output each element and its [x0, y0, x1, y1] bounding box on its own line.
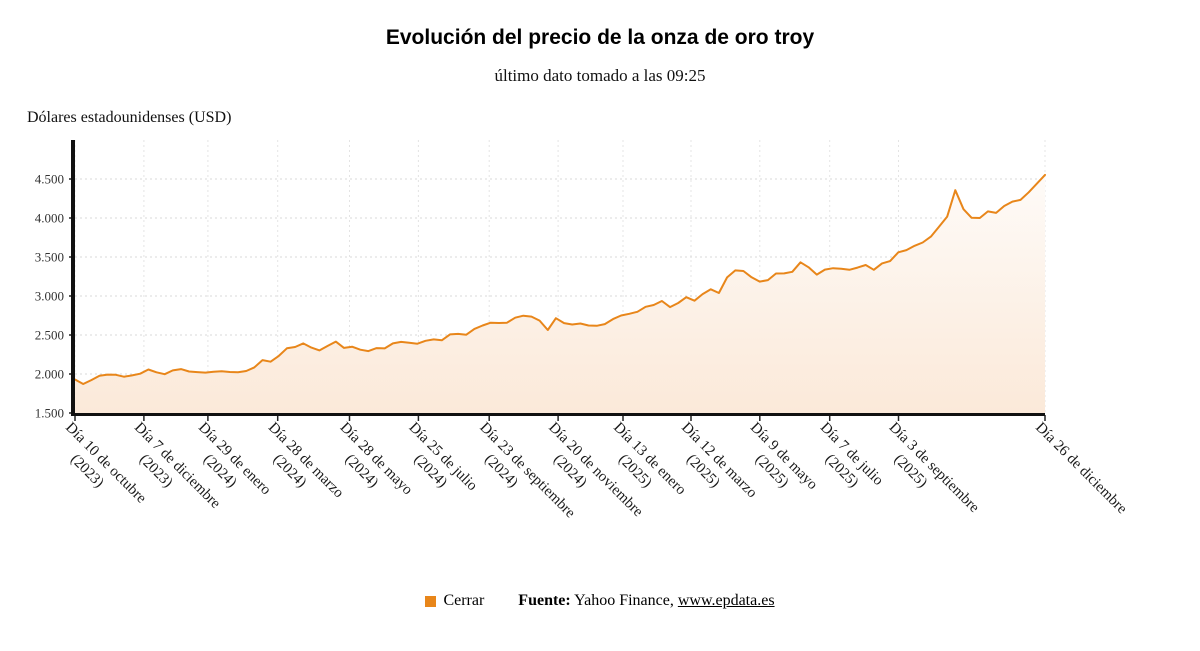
- y-axis-title: Dólares estadounidenses (USD): [27, 109, 232, 126]
- y-tick-label: 4.000: [35, 211, 64, 226]
- y-tick-label: 3.000: [35, 289, 64, 304]
- x-tick-label: Día 29 de enero(2024): [182, 420, 274, 512]
- source-text: Yahoo Finance,: [570, 592, 678, 609]
- source-line: Fuente: Yahoo Finance, www.epdata.es: [518, 592, 774, 610]
- legend-swatch-icon: [425, 595, 437, 607]
- chart-title: Evolución del precio de la onza de oro t…: [385, 26, 815, 49]
- y-tick-label: 2.000: [35, 367, 64, 382]
- x-tick-label: Día 13 de enero(2025): [597, 420, 689, 512]
- chart-area: [75, 174, 1045, 413]
- y-tick-label: 3.500: [35, 250, 64, 265]
- y-tick-label: 4.500: [35, 172, 64, 187]
- x-tick-label: Día 7 de julio(2025): [803, 420, 886, 503]
- source-link[interactable]: www.epdata.es: [677, 592, 775, 609]
- chart-subtitle: último dato tomado a las 09:25: [494, 66, 706, 85]
- y-tick-label: 2.500: [35, 328, 64, 343]
- y-tick-label: 1.500: [35, 406, 64, 421]
- gold-price-chart: Día 10 de octubre(2023) Día 7 de diciembr…: [35, 140, 1130, 530]
- chart-footer: Cerrar Fuente: Yahoo Finance, www.epdata…: [0, 592, 1200, 610]
- x-tick-label: Día 26 de diciembre: [1032, 420, 1130, 518]
- legend-item-cerrar[interactable]: Cerrar: [425, 592, 484, 610]
- source-label: Fuente:: [518, 592, 571, 609]
- legend-label: Cerrar: [443, 592, 485, 609]
- x-tick-label: Día 3 de septiembre(2025): [872, 420, 982, 530]
- chart-line: [74, 173, 1046, 385]
- x-tick-label: Día 12 de marzo(2025): [665, 420, 760, 515]
- x-tick-label: Día 10 de octubre(2023): [49, 420, 150, 521]
- x-tick-label: Día 28 de marzo(2024): [251, 420, 346, 515]
